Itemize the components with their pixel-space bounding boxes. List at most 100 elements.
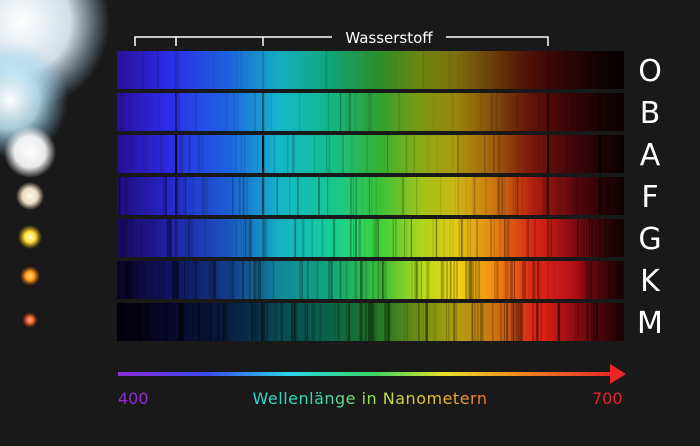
absorption-line bbox=[171, 261, 173, 299]
absorption-line bbox=[460, 219, 462, 257]
absorption-line bbox=[433, 303, 436, 341]
absorption-line bbox=[428, 135, 430, 173]
absorption-line bbox=[422, 51, 424, 89]
absorption-line bbox=[296, 177, 299, 215]
absorption-line bbox=[359, 303, 361, 341]
absorption-line bbox=[608, 261, 611, 299]
absorption-line bbox=[205, 177, 208, 215]
absorption-line bbox=[520, 303, 523, 341]
absorption-line bbox=[448, 51, 449, 89]
absorption-line bbox=[507, 219, 509, 257]
absorption-line bbox=[603, 135, 605, 173]
absorption-line bbox=[240, 219, 243, 257]
absorption-line bbox=[415, 261, 417, 299]
absorption-line bbox=[353, 219, 354, 257]
absorption-line bbox=[518, 303, 521, 341]
absorption-line bbox=[581, 219, 582, 257]
spectrum-shading bbox=[117, 219, 624, 257]
absorption-line bbox=[165, 177, 167, 215]
absorption-line bbox=[186, 93, 188, 131]
absorption-line bbox=[392, 219, 394, 257]
absorption-line bbox=[148, 303, 150, 341]
absorption-line bbox=[125, 177, 127, 215]
absorption-line bbox=[168, 219, 170, 257]
absorption-line bbox=[550, 219, 553, 257]
absorption-line bbox=[573, 135, 575, 173]
spectrum-shading bbox=[117, 303, 624, 341]
absorption-line bbox=[131, 135, 133, 173]
absorption-line bbox=[508, 51, 510, 89]
absorption-line bbox=[511, 303, 512, 341]
absorption-line bbox=[446, 261, 448, 299]
absorption-line bbox=[256, 303, 259, 341]
absorption-line bbox=[577, 135, 579, 173]
absorption-line bbox=[355, 219, 357, 257]
absorption-line bbox=[228, 261, 230, 299]
absorption-line bbox=[280, 303, 283, 341]
absorption-line bbox=[261, 303, 264, 341]
spectrum-a bbox=[117, 135, 624, 173]
spectrum-f bbox=[117, 177, 624, 215]
absorption-line bbox=[361, 303, 364, 341]
absorption-line bbox=[443, 219, 445, 257]
absorption-line bbox=[316, 261, 319, 299]
absorption-line bbox=[260, 261, 262, 299]
hydrogen-label: Wasserstoff bbox=[345, 29, 433, 47]
absorption-line bbox=[314, 135, 315, 173]
absorption-line bbox=[342, 135, 344, 173]
absorption-line bbox=[178, 303, 181, 341]
absorption-line bbox=[616, 261, 619, 299]
absorption-line bbox=[490, 93, 492, 131]
absorption-line bbox=[616, 51, 618, 89]
star-m bbox=[22, 312, 38, 328]
absorption-line bbox=[199, 303, 201, 341]
hydrogen-line bbox=[262, 177, 265, 215]
absorption-line bbox=[209, 303, 213, 341]
absorption-line bbox=[617, 261, 620, 299]
absorption-line bbox=[166, 219, 169, 257]
absorption-line bbox=[291, 135, 293, 173]
hydrogen-line bbox=[547, 93, 550, 131]
absorption-line bbox=[509, 219, 511, 257]
absorption-line bbox=[306, 303, 309, 341]
absorption-line bbox=[179, 177, 181, 215]
absorption-line bbox=[623, 177, 624, 215]
absorption-line bbox=[506, 261, 509, 299]
absorption-line bbox=[197, 135, 200, 173]
absorption-line bbox=[439, 177, 442, 215]
absorption-line bbox=[120, 303, 123, 341]
absorption-line bbox=[122, 219, 125, 257]
absorption-line bbox=[349, 219, 351, 257]
absorption-line bbox=[505, 219, 507, 257]
absorption-line bbox=[505, 303, 509, 341]
absorption-line bbox=[118, 135, 121, 173]
absorption-line bbox=[138, 303, 141, 341]
absorption-line bbox=[415, 261, 419, 299]
absorption-line bbox=[318, 177, 320, 215]
absorption-line bbox=[388, 303, 389, 341]
absorption-line bbox=[350, 219, 352, 257]
absorption-line bbox=[372, 303, 376, 341]
absorption-line bbox=[484, 177, 486, 215]
absorption-line bbox=[230, 261, 233, 299]
absorption-line bbox=[470, 219, 471, 257]
spectrum-shading bbox=[117, 51, 624, 89]
absorption-line bbox=[517, 303, 519, 341]
absorption-line bbox=[500, 303, 502, 341]
absorption-line bbox=[486, 177, 487, 215]
absorption-line bbox=[516, 177, 518, 215]
absorption-line bbox=[452, 219, 454, 257]
absorption-line bbox=[311, 219, 313, 257]
absorption-line bbox=[187, 261, 189, 299]
absorption-line bbox=[443, 261, 445, 299]
absorption-line bbox=[192, 261, 194, 299]
absorption-line bbox=[577, 219, 578, 257]
absorption-line bbox=[187, 219, 190, 257]
absorption-line bbox=[457, 135, 459, 173]
absorption-line bbox=[539, 261, 541, 299]
absorption-line bbox=[360, 303, 363, 341]
absorption-line bbox=[145, 135, 147, 173]
absorption-line bbox=[211, 261, 215, 299]
absorption-line bbox=[577, 219, 579, 257]
